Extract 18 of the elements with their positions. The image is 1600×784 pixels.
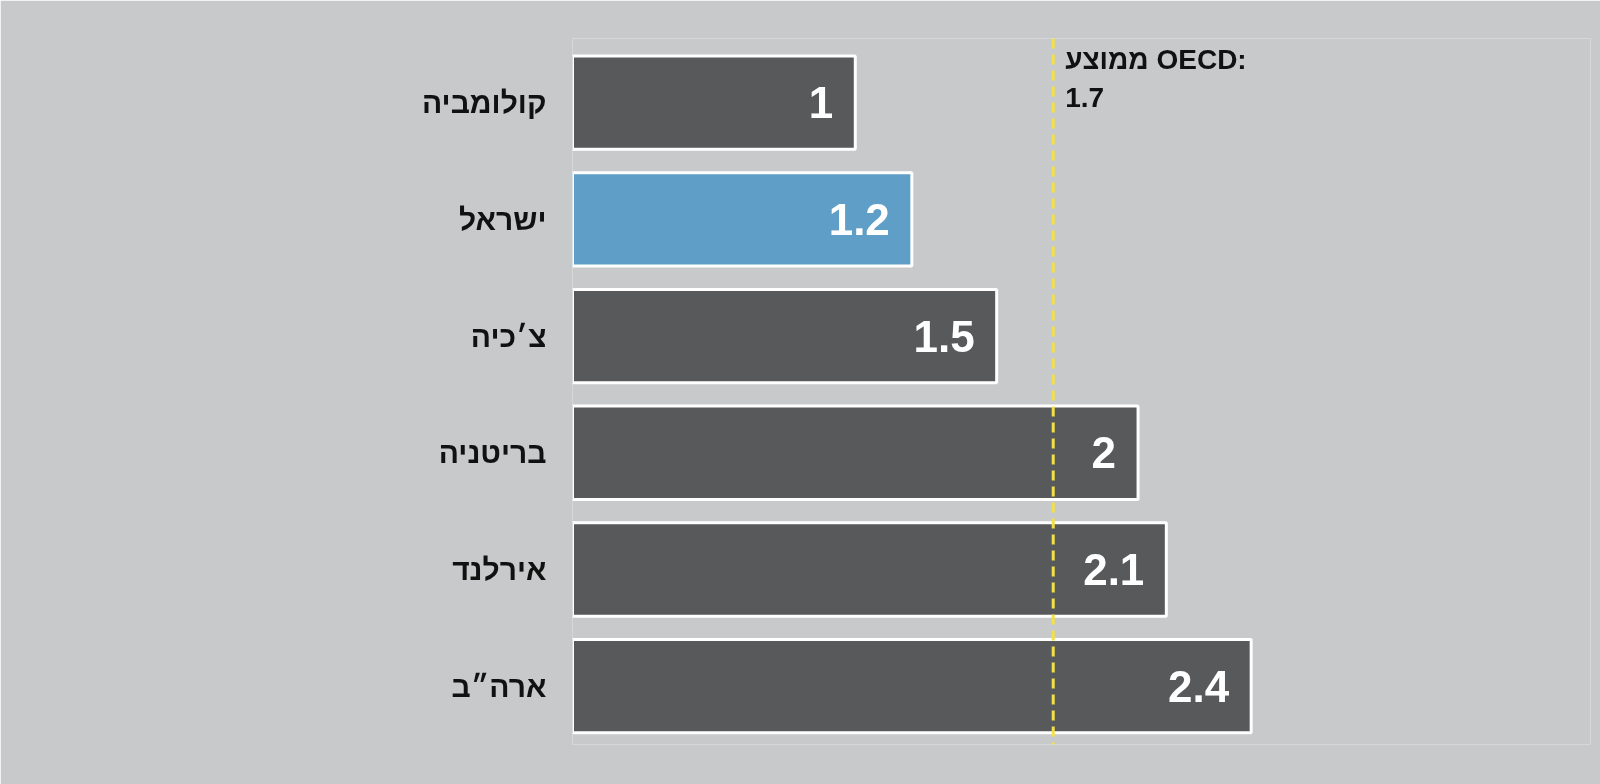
bar	[572, 404, 1140, 501]
bar	[572, 171, 914, 268]
bar	[572, 637, 1253, 735]
bar	[572, 54, 857, 151]
data-label: 1	[808, 78, 834, 128]
y-tick-label: ארה״ב	[451, 669, 547, 703]
bar	[572, 521, 1168, 618]
data-label: 1.2	[828, 194, 890, 244]
bar	[572, 287, 999, 385]
y-tick-label: בריטניה	[438, 436, 547, 470]
data-label: 1.5	[913, 311, 975, 361]
y-tick-label: צ׳כיה	[470, 319, 547, 353]
data-label: 2.4	[1168, 661, 1230, 711]
y-tick-label: אירלנד	[452, 552, 547, 586]
y-tick-label: קולומביה	[421, 86, 547, 120]
data-label: 2	[1091, 428, 1117, 478]
data-label: 2.1	[1083, 544, 1145, 594]
y-tick-label: ישראל	[458, 202, 547, 236]
